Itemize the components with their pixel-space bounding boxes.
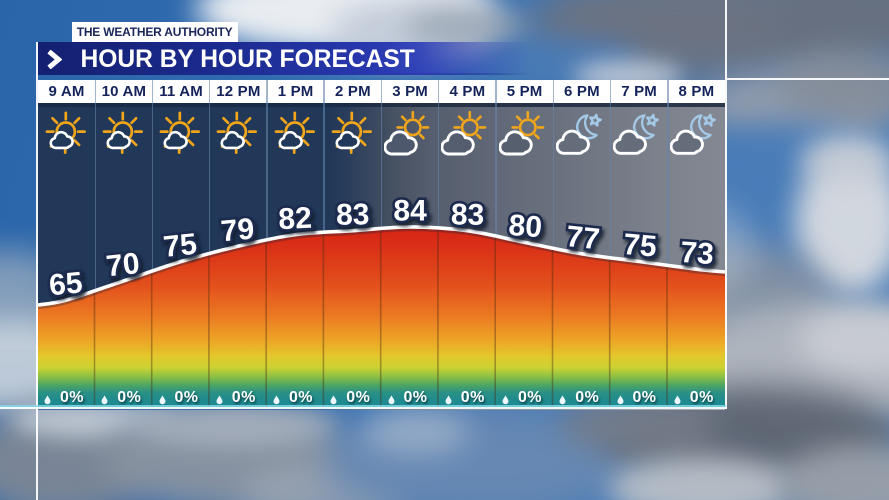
svg-text:79: 79: [220, 213, 256, 249]
svg-text:70: 70: [105, 247, 142, 283]
svg-text:80: 80: [507, 209, 543, 244]
svg-text:82: 82: [278, 202, 313, 237]
svg-text:83: 83: [451, 198, 485, 232]
svg-text:65: 65: [48, 266, 84, 302]
svg-text:73: 73: [679, 236, 715, 271]
svg-text:77: 77: [565, 220, 602, 256]
svg-text:83: 83: [336, 198, 370, 232]
svg-text:84: 84: [393, 195, 427, 228]
svg-text:75: 75: [162, 228, 199, 264]
svg-text:75: 75: [622, 228, 658, 264]
